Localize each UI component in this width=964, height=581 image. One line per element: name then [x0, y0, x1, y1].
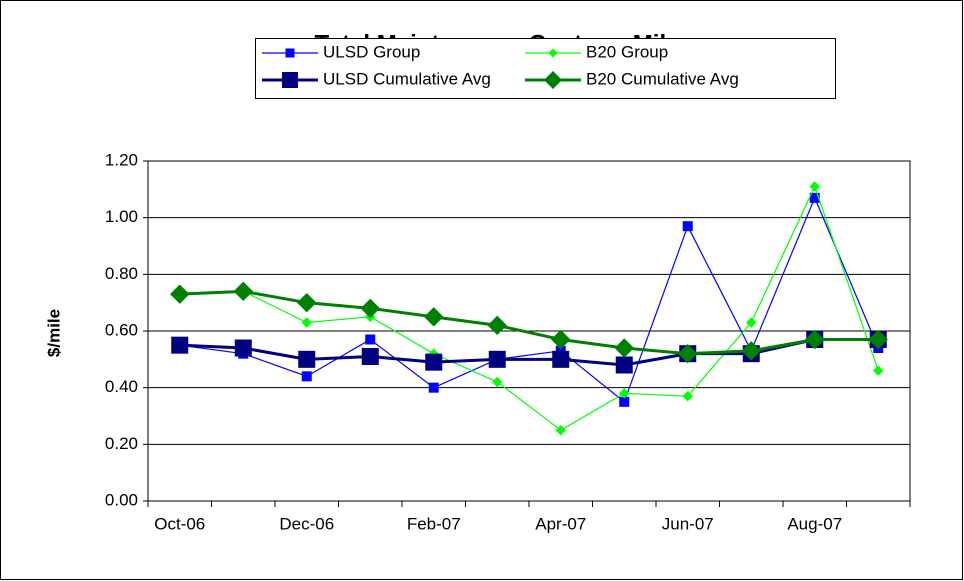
series-line	[179, 289, 879, 356]
y-tick-label: 0.20	[105, 434, 138, 453]
x-tick-label: Aug-07	[787, 514, 842, 533]
data-point	[741, 341, 761, 361]
data-point	[678, 343, 698, 364]
data-point	[552, 350, 570, 368]
data-point	[619, 396, 630, 407]
data-point	[297, 292, 317, 313]
data-point	[809, 181, 820, 192]
data-point	[551, 329, 571, 350]
y-axis-label: $/mile	[44, 309, 63, 357]
legend-marker	[548, 48, 558, 58]
legend-label: ULSD Cumulative Avg	[323, 69, 491, 88]
data-point	[234, 339, 252, 357]
series-line	[179, 338, 879, 367]
data-point	[492, 376, 503, 388]
y-tick-label: 0.60	[105, 320, 138, 339]
data-point	[365, 334, 376, 345]
legend-marker	[544, 71, 562, 89]
legend-marker	[285, 48, 295, 58]
x-tick-label: Feb-07	[407, 514, 461, 533]
data-point	[487, 315, 507, 336]
data-point	[360, 298, 380, 319]
data-point	[805, 329, 825, 350]
data-point	[614, 338, 634, 358]
data-point	[171, 336, 189, 354]
y-tick-label: 1.20	[105, 150, 138, 169]
data-point	[361, 348, 379, 365]
legend-label: B20 Cumulative Avg	[586, 69, 739, 88]
data-point	[301, 371, 312, 382]
data-point	[424, 307, 444, 327]
data-point	[488, 350, 506, 368]
legend-label: ULSD Group	[323, 42, 420, 61]
x-tick-label: Oct-06	[154, 514, 205, 533]
x-tick-label: Apr-07	[535, 514, 586, 533]
y-tick-label: 0.00	[105, 490, 138, 509]
data-point	[868, 329, 888, 350]
x-tick-label: Dec-06	[279, 514, 334, 533]
data-point	[298, 350, 316, 368]
y-tick-label: 0.40	[105, 377, 138, 396]
y-tick-label: 0.80	[105, 264, 138, 283]
x-tick-label: Jun-07	[662, 514, 714, 533]
data-point	[555, 424, 566, 436]
data-point	[170, 284, 190, 304]
data-point	[682, 221, 693, 232]
y-tick-label: 1.00	[105, 207, 138, 226]
series-line	[179, 184, 879, 431]
data-point	[619, 388, 630, 399]
data-point	[615, 356, 633, 374]
data-point	[746, 317, 757, 328]
legend-box	[255, 38, 836, 99]
legend-label: B20 Group	[586, 42, 668, 61]
series-line	[179, 196, 879, 403]
data-point	[233, 281, 253, 302]
data-point	[425, 353, 443, 371]
data-point	[873, 365, 884, 376]
data-point	[682, 390, 693, 402]
legend-marker	[282, 72, 298, 88]
data-point	[428, 382, 439, 393]
data-point	[301, 317, 312, 328]
